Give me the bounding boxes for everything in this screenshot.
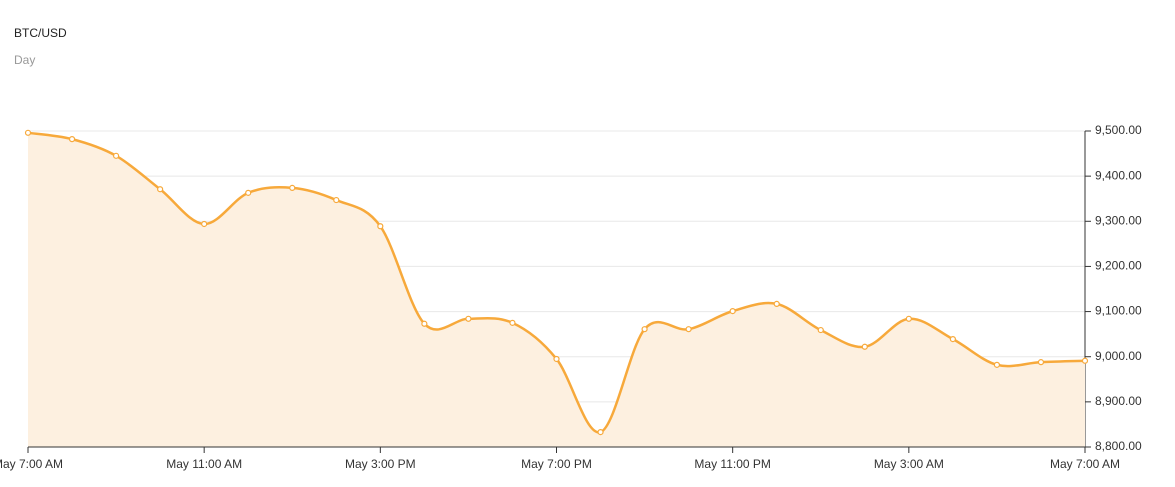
y-tick-label: 8,800.00 bbox=[1095, 439, 1142, 453]
point bbox=[773, 300, 780, 307]
point bbox=[553, 355, 560, 363]
point bbox=[157, 186, 164, 193]
x-tick-label: May 3:00 PM bbox=[345, 457, 416, 471]
point bbox=[377, 223, 384, 230]
chart-title: BTC/USD bbox=[14, 26, 67, 40]
point bbox=[861, 343, 868, 350]
point bbox=[729, 308, 736, 315]
point bbox=[817, 326, 824, 334]
y-tick-label: 9,000.00 bbox=[1095, 349, 1142, 363]
x-tick-label: May 7:00 AM bbox=[0, 457, 63, 471]
point bbox=[333, 196, 340, 204]
point bbox=[949, 336, 956, 343]
point bbox=[1081, 357, 1089, 364]
point bbox=[685, 326, 692, 333]
point bbox=[201, 220, 208, 228]
area bbox=[28, 132, 1085, 447]
y-tick-label: 8,900.00 bbox=[1095, 394, 1142, 408]
point bbox=[465, 315, 472, 322]
y-tick-label: 9,500.00 bbox=[1095, 123, 1142, 137]
y-tick-label: 9,300.00 bbox=[1095, 213, 1142, 227]
y-tick-label: 9,100.00 bbox=[1095, 304, 1142, 318]
point bbox=[245, 189, 252, 196]
y-tick-label: 9,400.00 bbox=[1095, 168, 1142, 182]
point bbox=[1037, 359, 1045, 366]
point bbox=[24, 129, 32, 136]
point bbox=[597, 429, 604, 436]
x-tick-label: May 7:00 AM bbox=[1050, 457, 1120, 471]
point bbox=[289, 184, 296, 191]
x-tick-label: May 11:00 AM bbox=[166, 457, 242, 471]
point bbox=[641, 326, 648, 333]
x-tick-label: May 7:00 PM bbox=[521, 457, 592, 471]
x-tick-label: May 11:00 PM bbox=[694, 457, 770, 471]
chart-subtitle: Day bbox=[14, 53, 35, 67]
point bbox=[112, 152, 120, 159]
point bbox=[509, 319, 516, 326]
point bbox=[905, 315, 912, 322]
point bbox=[68, 136, 76, 143]
point bbox=[993, 361, 1001, 368]
point bbox=[421, 320, 428, 327]
y-tick-label: 9,200.00 bbox=[1095, 259, 1142, 273]
x-tick-label: May 3:00 AM bbox=[874, 457, 944, 471]
